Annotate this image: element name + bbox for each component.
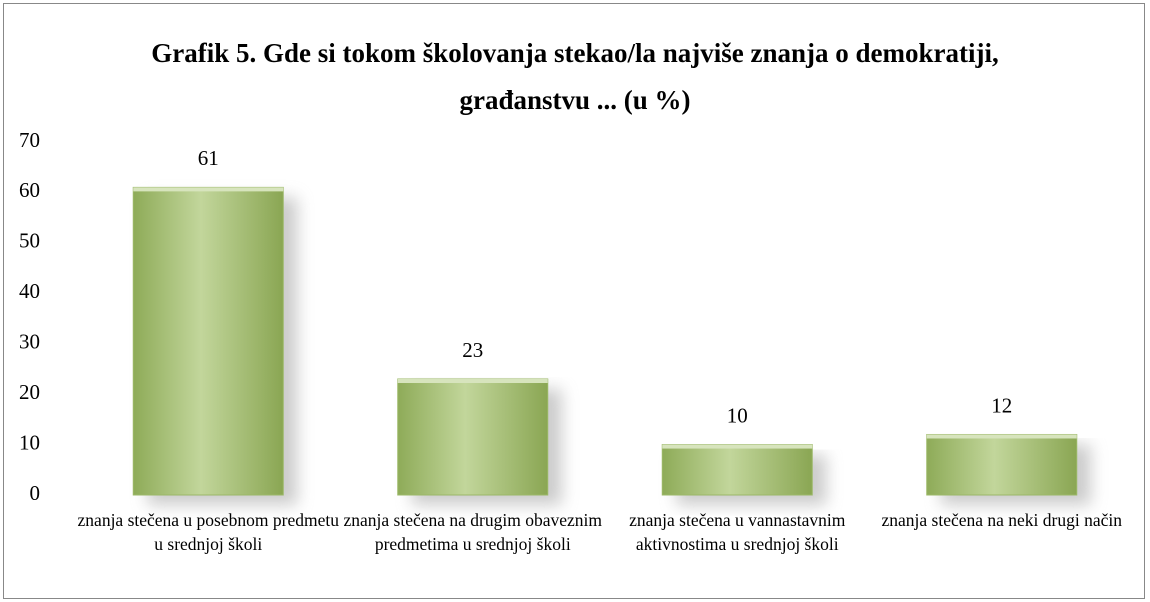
value-label: 61 [198, 146, 219, 170]
bar-top [133, 187, 284, 192]
y-tick-label: 30 [19, 330, 40, 354]
bar [397, 378, 549, 496]
y-tick-label: 10 [19, 430, 40, 454]
x-tick-label: znanja stečena na drugim obaveznim predm… [343, 510, 602, 554]
y-tick-label: 60 [19, 178, 40, 202]
chart-title: Grafik 5. Gde si tokom školovanja stekao… [151, 38, 999, 115]
y-tick-label: 0 [30, 481, 41, 505]
value-label: 10 [727, 403, 748, 427]
y-tick-label: 20 [19, 380, 40, 404]
chart-frame [3, 3, 1145, 599]
bar [661, 444, 813, 496]
bar [926, 433, 1078, 496]
y-tick-label: 70 [19, 128, 40, 152]
x-tick-label: znanja stečena u posebnom predmetu u sre… [77, 510, 339, 554]
bar [132, 186, 284, 496]
x-tick-label: znanja stečena na neki drugi način [881, 510, 1122, 530]
bar-top [926, 434, 1077, 439]
bar-top [397, 379, 548, 384]
x-tick-label: znanja stečena u vannastavnim aktivnosti… [629, 510, 846, 554]
bar-top [662, 444, 813, 449]
y-tick-label: 40 [19, 279, 40, 303]
value-label: 12 [991, 393, 1012, 417]
value-label: 23 [462, 338, 483, 362]
y-tick-label: 50 [19, 229, 40, 253]
